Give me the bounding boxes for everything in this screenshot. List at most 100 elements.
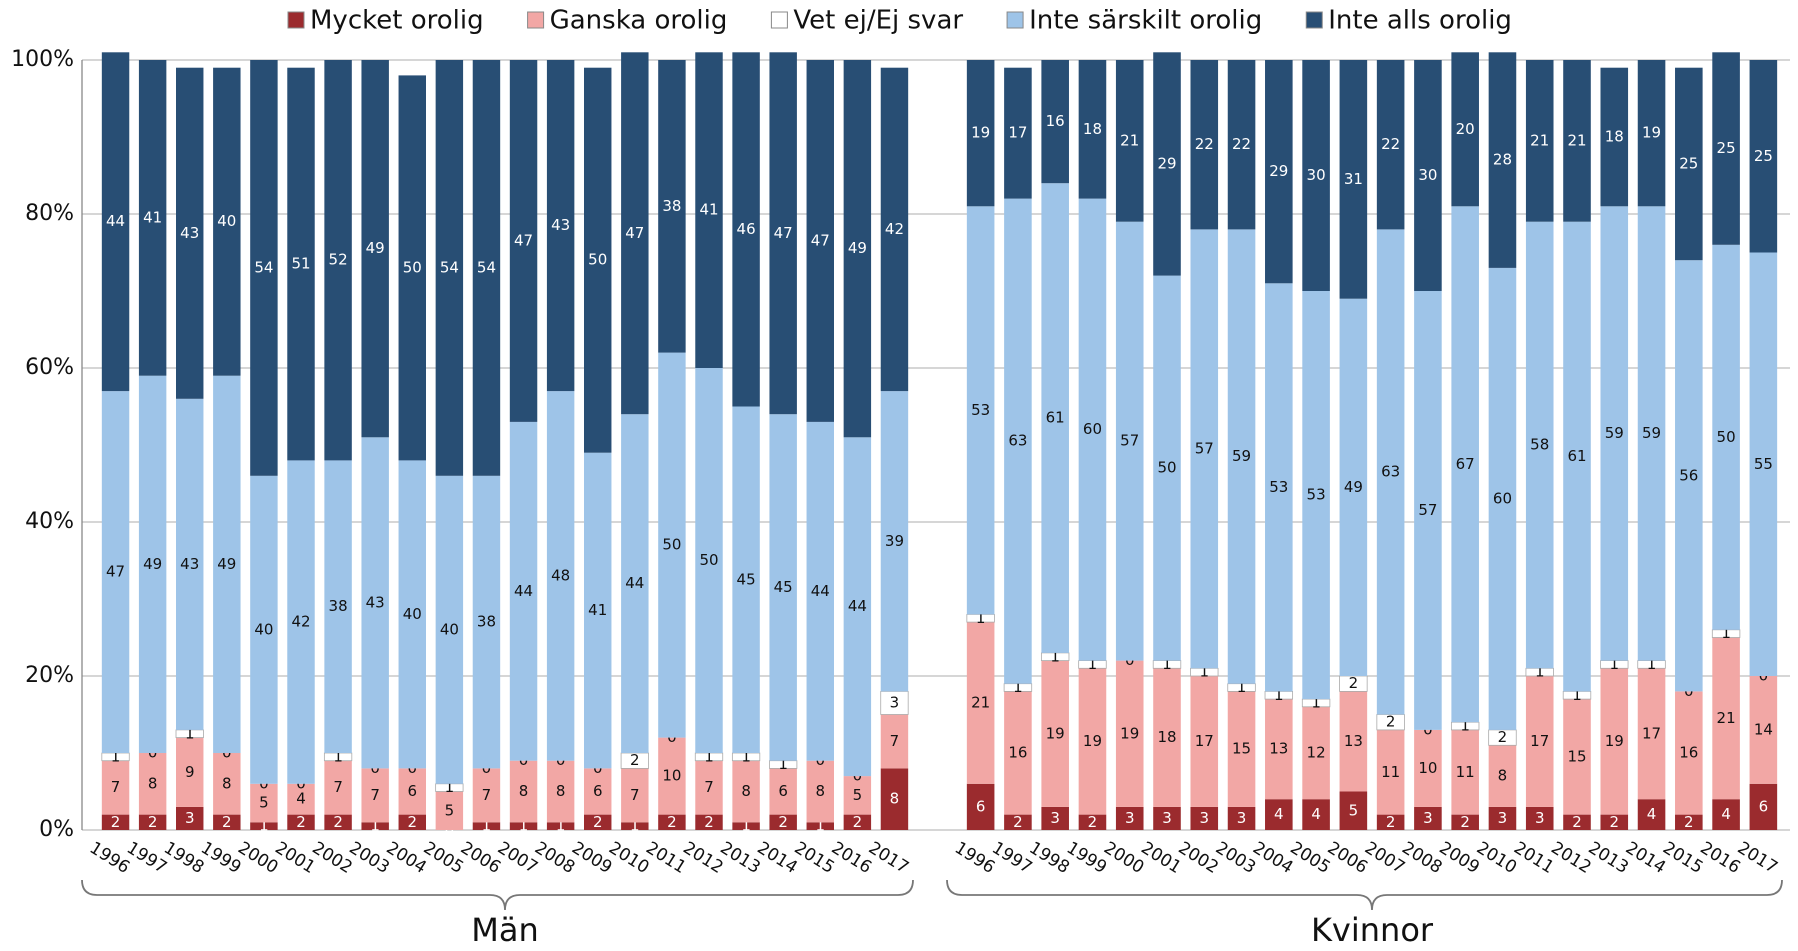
- x-tick-label: 2001: [271, 838, 318, 878]
- bar-segment: [1041, 60, 1069, 184]
- data-label: 2: [593, 813, 603, 831]
- data-label: 44: [514, 582, 533, 600]
- x-tick-label: 1999: [197, 838, 244, 878]
- data-label: 2: [111, 813, 121, 831]
- bar-segment: [546, 60, 575, 392]
- data-label: 1: [1609, 655, 1619, 673]
- data-label: 3: [1498, 809, 1508, 827]
- bar-segment: [1414, 60, 1442, 291]
- data-label: 45: [774, 578, 793, 596]
- data-label: 63: [1381, 462, 1400, 480]
- data-label: 19: [1046, 724, 1065, 742]
- data-label: 59: [1605, 424, 1624, 442]
- data-label: 2: [1013, 813, 1023, 831]
- data-label: 1: [111, 747, 121, 765]
- y-tick-label: 0%: [39, 817, 74, 842]
- bar-segment: [1376, 814, 1405, 830]
- bar-segment: [1376, 229, 1405, 715]
- data-label: 22: [1195, 135, 1214, 153]
- bar-segment: [843, 776, 872, 815]
- bar-segment: [472, 475, 501, 769]
- data-label: 63: [1008, 432, 1027, 450]
- data-label: 50: [1717, 428, 1736, 446]
- bar-segment: [1675, 691, 1703, 815]
- data-label: 49: [143, 555, 162, 573]
- bar-segment: [324, 60, 352, 461]
- x-tick-label: 2013: [1585, 838, 1632, 878]
- bar-segment: [658, 60, 686, 353]
- data-label: 29: [1157, 154, 1176, 172]
- bar-segment: [1115, 221, 1144, 661]
- data-label: 5: [259, 794, 269, 812]
- data-label: 47: [106, 563, 125, 581]
- bar-segment: [843, 437, 872, 777]
- bar-segment: [361, 437, 389, 769]
- x-tick-label: 2001: [1137, 838, 1184, 878]
- data-label: 19: [1642, 124, 1661, 142]
- data-label: 15: [1232, 740, 1251, 758]
- data-label: 61: [1567, 447, 1586, 465]
- data-label: 4: [1721, 805, 1731, 823]
- bar-segment: [287, 460, 315, 784]
- bar-segment: [1115, 806, 1144, 830]
- x-tick-label: 1997: [123, 838, 170, 878]
- data-label: 8: [519, 782, 529, 800]
- bar-segment: [1265, 699, 1293, 800]
- data-label: 5: [1349, 801, 1359, 819]
- bar-segment: [1153, 275, 1181, 661]
- data-label: 50: [403, 258, 422, 276]
- x-tick-label: 1998: [160, 838, 207, 878]
- data-label: 42: [885, 220, 904, 238]
- data-label: 38: [329, 597, 348, 615]
- bar-segment: [880, 768, 909, 830]
- data-label: 9: [185, 763, 195, 781]
- data-label: 43: [180, 224, 199, 242]
- data-label: 16: [1046, 112, 1065, 130]
- bar-segment: [250, 783, 278, 823]
- data-label: 19: [971, 124, 990, 142]
- data-label: 1: [445, 778, 455, 796]
- data-label: 47: [811, 231, 830, 249]
- bar-segment: [398, 75, 426, 461]
- data-label: 8: [222, 774, 232, 792]
- bar-segment: [1004, 198, 1032, 684]
- group-label: Män: [471, 911, 539, 949]
- x-tick-label: 2014: [754, 838, 801, 878]
- data-label: 51: [291, 255, 310, 273]
- bar-segment: [1227, 229, 1256, 684]
- bar-segment: [1115, 60, 1144, 222]
- data-label: 3: [185, 809, 195, 827]
- bar-segment: [435, 475, 464, 784]
- data-label: 53: [1307, 486, 1326, 504]
- data-label: 21: [1120, 131, 1139, 149]
- bar-segment: [584, 452, 612, 769]
- x-tick-label: 1998: [1026, 838, 1073, 878]
- data-label: 49: [366, 239, 385, 257]
- data-label: 1: [1721, 624, 1731, 642]
- x-tick-label: 2004: [383, 838, 430, 878]
- bar-segment: [1078, 814, 1107, 830]
- bar-segment: [658, 814, 686, 830]
- data-label: 49: [1344, 478, 1363, 496]
- data-label: 21: [1717, 709, 1736, 727]
- data-label: 11: [1381, 763, 1400, 781]
- data-label: 19: [1083, 732, 1102, 750]
- data-label: 1: [1237, 678, 1247, 696]
- bar-segment: [472, 822, 501, 830]
- bar-segment: [769, 814, 797, 830]
- bar-segment: [435, 791, 464, 830]
- bar-segment: [1004, 691, 1032, 815]
- bar-segment: [546, 760, 575, 823]
- bar-segment: [1749, 60, 1778, 253]
- data-label: 21: [1530, 131, 1549, 149]
- bar-segment: [732, 406, 760, 753]
- bar-segment: [880, 67, 909, 392]
- legend-label: Vet ej/Ej svar: [793, 6, 963, 36]
- data-label: 25: [1679, 154, 1698, 172]
- data-label: 6: [976, 797, 986, 815]
- bar-segment: [769, 414, 797, 761]
- bar-segment: [1376, 60, 1405, 230]
- bar-segment: [1302, 291, 1330, 700]
- bar-segment: [1563, 60, 1591, 222]
- data-label: 2: [1088, 813, 1098, 831]
